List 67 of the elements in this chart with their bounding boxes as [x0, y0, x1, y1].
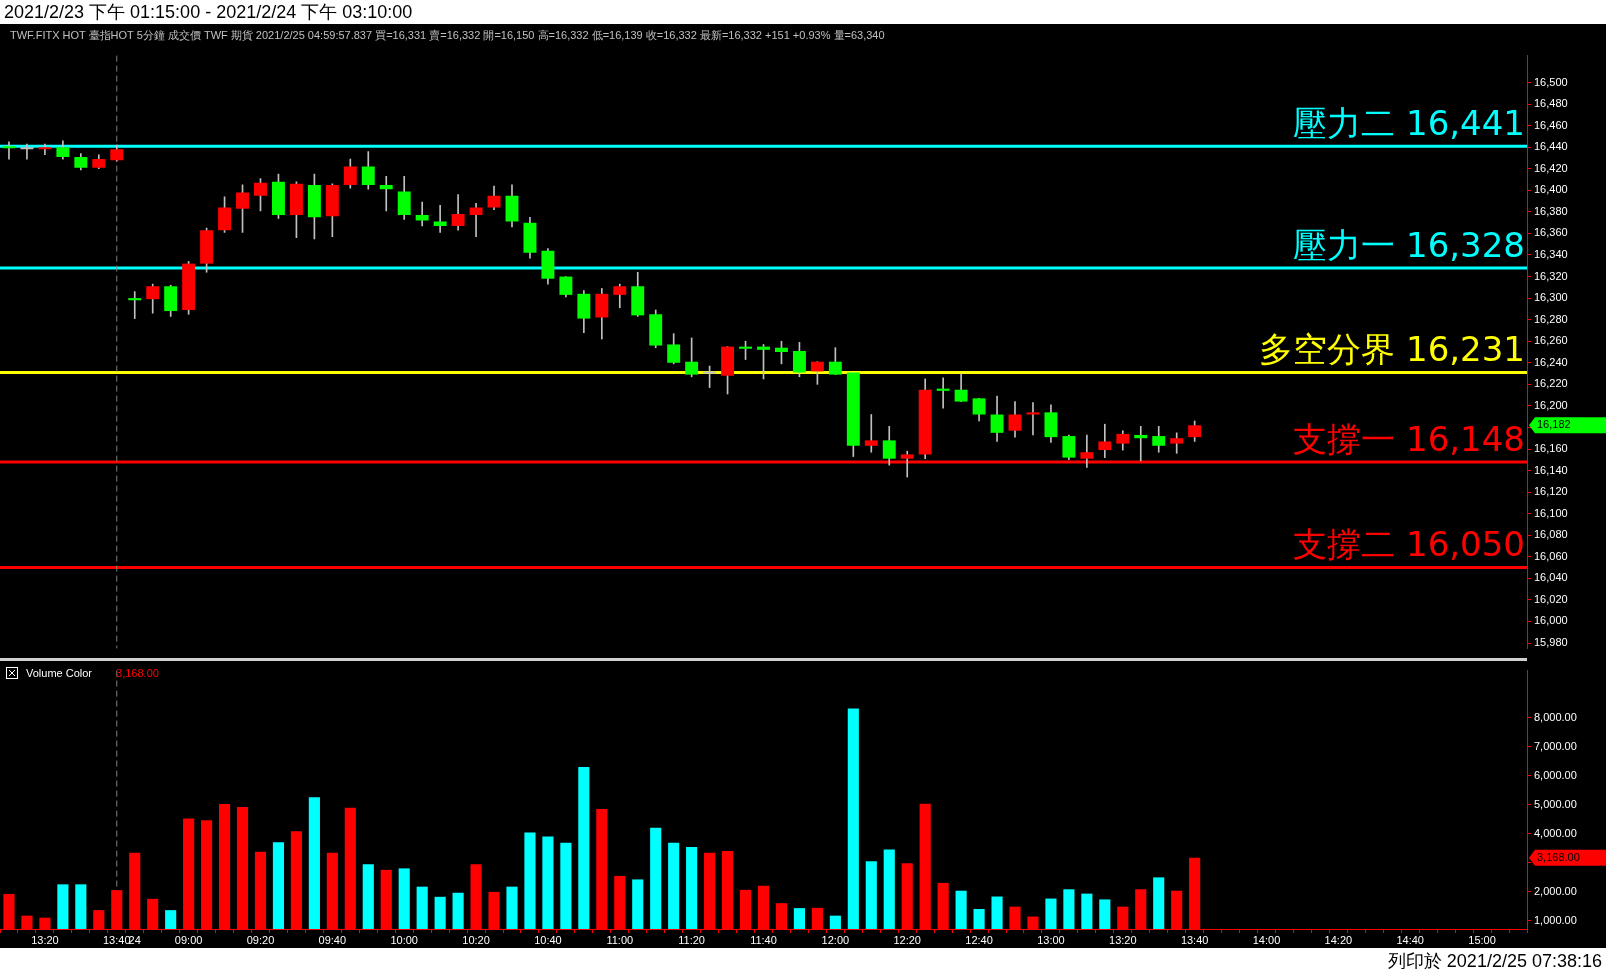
x-tick-label: 12:00 [821, 933, 850, 946]
y-tick-label: 16,120 [1534, 485, 1568, 498]
x-tick-label: 12:40 [965, 933, 993, 946]
x-tick-label: 13:20 [31, 933, 59, 946]
chart-title: Volume Color [26, 667, 93, 679]
text: 列印於 2021/2/25 07:38:16 [1387, 950, 1602, 969]
y-tick-label: 16,280 [1534, 312, 1568, 325]
text: 3,168.00 [1537, 850, 1580, 863]
x-tick-label: 09:00 [174, 933, 203, 946]
y-tick-label: 16,380 [1534, 204, 1568, 217]
y-tick-label: 16,420 [1534, 161, 1568, 174]
x-tick-label: 13:00 [1037, 933, 1065, 946]
y-tick-label: 16,140 [1534, 463, 1568, 476]
x-tick-label: 14:00 [1252, 933, 1281, 946]
y-tick-label: 1,000.00 [1534, 913, 1577, 926]
y-tick-label: 16,240 [1534, 355, 1568, 368]
x-tick-label: 10:40 [534, 933, 562, 946]
y-tick-label: 16,060 [1534, 549, 1568, 562]
y-tick-label: 16,100 [1534, 506, 1568, 519]
y-tick-label: 16,000 [1534, 614, 1568, 627]
y-tick-label: 16,300 [1534, 291, 1568, 304]
ref-line-label: 多空分界 16,231 [1259, 329, 1525, 370]
text: 16,182 [1537, 418, 1571, 431]
y-tick-label: 16,440 [1534, 140, 1568, 153]
y-tick-label: 16,360 [1534, 226, 1568, 239]
y-tick-label: 16,080 [1534, 528, 1568, 541]
x-tick-label: 15:00 [1468, 933, 1496, 946]
x-tick-label: 14:40 [1396, 933, 1424, 946]
ref-line-label: 支撐二 16,050 [1293, 524, 1525, 565]
y-tick-label: 4,000.00 [1534, 826, 1577, 839]
x-tick-label: 13:40 [1180, 933, 1209, 946]
y-tick-label: 7,000.00 [1534, 739, 1577, 752]
x-tick-label: 10:00 [390, 933, 418, 946]
chart-subtitle: TWF.FITX HOT 臺指HOT 5分鐘 成交價 TWF 期貨 2021/2/25 04:59:57.837 買=16,331 賣=16,332 開=16,150 高=16,332 低=16,139 收=16,332 最新=16,332 +151 +0.93% 量=63,340 [9, 28, 886, 43]
chart-title: 2021/2/23 下午 01:15:00 - 2021/2/24 下午 03:10:00 [0, 0, 1606, 24]
ref-line-label: 壓力一 16,328 [1293, 224, 1525, 265]
x-tick-label: 12:20 [893, 933, 921, 946]
x-tick-label: 11:20 [678, 933, 705, 946]
annotation: 3,168.00 [116, 667, 159, 679]
y-tick-label: 2,000.00 [1534, 884, 1577, 897]
x-tick-label: 10:20 [462, 933, 490, 946]
y-tick-label: 16,200 [1534, 398, 1568, 411]
y-tick-label: 15,980 [1534, 636, 1568, 649]
y-tick-label: 16,500 [1534, 75, 1568, 88]
x-tick-label: 13:20 [1109, 933, 1137, 946]
x-tick-label: 24 [128, 933, 141, 946]
ref-line-label: 壓力二 16,441 [1293, 102, 1525, 143]
y-tick-label: 16,480 [1534, 97, 1568, 110]
y-tick-label: 16,040 [1534, 571, 1568, 584]
x-tick-label: 11:00 [606, 933, 634, 946]
y-tick-label: 16,320 [1534, 269, 1568, 282]
y-tick-label: 16,340 [1534, 248, 1568, 261]
y-tick-label: 16,020 [1534, 592, 1568, 605]
y-tick-label: 16,260 [1534, 334, 1568, 347]
y-tick-label: 16,400 [1534, 183, 1568, 196]
x-tick-label: 09:20 [246, 933, 275, 946]
x-tick-label: 11:40 [750, 933, 777, 946]
x-tick-label: 13:40 [103, 933, 131, 946]
y-tick-label: 16,160 [1534, 442, 1568, 455]
y-tick-label: 16,460 [1534, 118, 1568, 131]
y-tick-label: 16,220 [1534, 377, 1568, 390]
y-tick-label: 6,000.00 [1534, 768, 1577, 781]
y-tick-label: 5,000.00 [1534, 797, 1577, 810]
ref-line-label: 支撐一 16,148 [1293, 418, 1525, 459]
x-tick-label: 14:20 [1324, 933, 1353, 946]
x-tick-label: 09:40 [318, 933, 347, 946]
y-tick-label: 8,000.00 [1534, 710, 1577, 723]
